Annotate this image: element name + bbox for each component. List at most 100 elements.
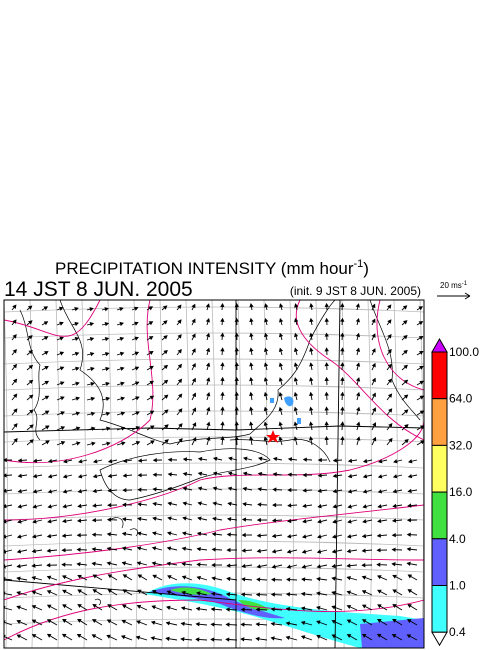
wind-arrow-head (16, 590, 21, 596)
wind-arrow-head (392, 474, 398, 479)
wind-arrow-head (167, 516, 172, 521)
wind-arrow-head (211, 562, 216, 568)
wind-arrow-head (107, 589, 113, 594)
wind-arrow-head (75, 411, 81, 416)
wind-arrow-head (293, 377, 299, 382)
wind-arrow-head (166, 605, 171, 610)
wind-arrow-head (167, 457, 172, 462)
wind-arrow-head (46, 633, 52, 638)
wind-arrow-head (324, 376, 329, 382)
wind-arrow-head (241, 532, 246, 538)
wind-arrow-head (340, 406, 345, 411)
wind-arrow (4, 578, 13, 581)
wind-arrow-head (324, 317, 329, 322)
wind-arrow-head (75, 366, 80, 371)
wind-arrow-head (355, 317, 360, 323)
wind-arrow-head (391, 532, 396, 538)
wind-arrow-head (286, 534, 292, 539)
wind-arrow-head (376, 575, 382, 580)
wind-arrow-head (59, 351, 65, 356)
wind-arrow-head (47, 458, 53, 464)
wind-arrow-head (278, 406, 283, 412)
wind-arrow-head (278, 436, 283, 441)
wind-arrow-head (47, 504, 52, 509)
color-bar-label: 4.0 (449, 532, 466, 546)
wind-arrow-head (271, 518, 277, 523)
precip-area-heavy (170, 587, 270, 611)
wind-arrow-head (62, 504, 67, 509)
wind-arrow-head (309, 332, 314, 337)
wind-arrow-head (293, 406, 298, 412)
wind-arrow-head (301, 534, 307, 539)
wind-arrow-head (150, 440, 155, 445)
wind-arrow-head (178, 437, 183, 443)
wind-arrow-head (180, 621, 185, 627)
wind-arrow-head (285, 592, 291, 597)
wind-arrow-head (294, 317, 299, 323)
wind-arrow-head (134, 366, 140, 371)
wind-arrow-head (76, 634, 82, 638)
wind-arrow-head (122, 589, 127, 594)
wind-arrow-head (362, 458, 368, 464)
wind-arrow-head (13, 408, 18, 413)
wind-arrow-head (31, 563, 36, 568)
wind-arrow-head (135, 411, 140, 416)
wind-arrow-head (75, 381, 80, 386)
wind-arrow-head (255, 636, 260, 642)
wind-arrow-head (240, 622, 245, 627)
wind-arrow-head (263, 362, 269, 367)
wind-arrow-head (31, 605, 37, 610)
title: PRECIPITATION INTENSITY (mm hour-1) (55, 258, 369, 278)
wind-arrow-head (4, 473, 7, 478)
wind-arrow-head (293, 391, 299, 397)
wind-arrow-head (240, 607, 245, 612)
wind-arrow-head (134, 336, 139, 341)
wind-arrow-head (355, 362, 361, 367)
wind-arrow-head (255, 622, 260, 627)
wind-arrow-head (225, 607, 230, 612)
wind-arrow-head (205, 347, 211, 353)
wind-arrow-head (377, 474, 383, 479)
wind-arrow-head (165, 621, 171, 626)
wind-arrow-head (28, 335, 33, 340)
wind-arrow-head (392, 618, 397, 623)
wind-arrow-head (346, 563, 351, 568)
wind-arrow-head (91, 634, 97, 639)
wind-arrow-head (181, 561, 186, 567)
wind-arrow-head (77, 618, 82, 623)
grid-parallel (4, 566, 424, 573)
wind-arrow-head (387, 393, 393, 398)
wind-arrow-head (340, 317, 345, 322)
wind-arrow-head (192, 422, 197, 427)
wind-arrow-head (387, 363, 392, 369)
wind-arrow-head (78, 459, 83, 464)
wind-arrow-head (178, 423, 183, 428)
wind-arrow-head (316, 620, 321, 625)
wind-arrow-head (181, 590, 186, 596)
wind-arrow-head (287, 472, 292, 477)
wind-arrow-head (121, 604, 127, 609)
wind-arrow-head (317, 473, 322, 478)
wind-arrow-head (45, 440, 50, 445)
wind-arrow-head (210, 637, 215, 642)
wind-arrow-head (302, 457, 307, 462)
vector-legend-label: 20 ms-1 (440, 281, 468, 290)
wind-arrow-head (220, 391, 225, 396)
wind-arrow-head (29, 409, 34, 414)
wind-arrow-head (120, 366, 125, 371)
wind-arrow-head (234, 332, 240, 337)
wind-arrow-head (212, 516, 217, 522)
wind-arrow-head (164, 439, 169, 444)
wind-arrow-head (43, 321, 49, 326)
wind-arrow-head (228, 456, 233, 461)
wind-arrow-head (136, 561, 142, 566)
wind-arrow-head (28, 350, 33, 355)
wind-arrow-head (293, 436, 298, 441)
color-bar-segment (431, 538, 448, 586)
wind-arrow-head (195, 622, 200, 627)
wind-arrow-head (249, 391, 254, 397)
wind-arrow-head (226, 532, 231, 537)
wind-arrow-head (137, 502, 142, 507)
wind-arrow-head (212, 456, 218, 462)
wind-arrow-head (152, 574, 157, 579)
